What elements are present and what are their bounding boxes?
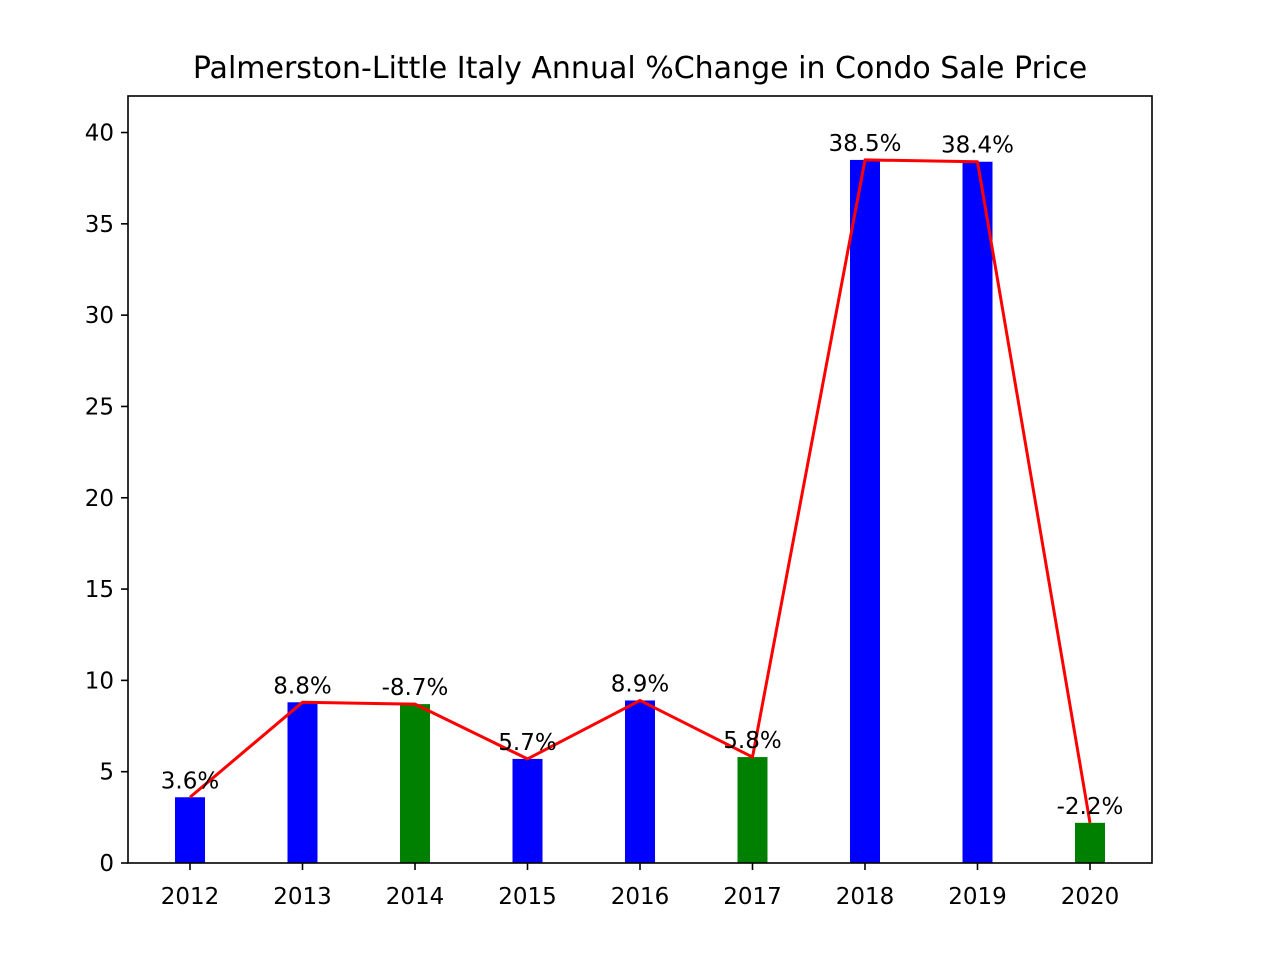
- y-tick-label-5: 5: [99, 760, 114, 786]
- y-tick-label-0: 0: [99, 851, 114, 877]
- bar-2019: [962, 161, 993, 863]
- y-tick-label-10: 10: [85, 668, 114, 694]
- y-tick-label-40: 40: [85, 121, 114, 147]
- x-tick-label-2017: 2017: [723, 884, 782, 910]
- bar-2016: [625, 700, 655, 863]
- bar-2015: [512, 758, 543, 863]
- data-label-2012: 3.6%: [161, 768, 219, 794]
- x-tick-label-2020: 2020: [1061, 884, 1120, 910]
- bars-group: [175, 159, 1105, 863]
- x-tick-label-2013: 2013: [273, 884, 332, 910]
- bar-2017: [737, 757, 768, 863]
- x-tick-label-2016: 2016: [611, 884, 670, 910]
- y-tick-label-15: 15: [85, 577, 114, 603]
- y-axis: 0 5 10 15 20 25 30 35 40: [85, 121, 128, 877]
- data-label-2016: 8.9%: [611, 671, 669, 697]
- y-tick-label-35: 35: [85, 212, 114, 238]
- x-tick-label-2012: 2012: [161, 884, 220, 910]
- bar-2018: [850, 159, 880, 863]
- x-tick-label-2014: 2014: [386, 884, 445, 910]
- data-label-2017: 5.8%: [723, 728, 781, 754]
- x-tick-label-2015: 2015: [498, 884, 557, 910]
- y-tick-label-20: 20: [85, 486, 114, 512]
- y-tick-label-30: 30: [85, 303, 114, 329]
- trend-line: [189, 158, 1092, 824]
- bar-2020: [1075, 822, 1105, 863]
- bar-2012: [175, 797, 205, 863]
- x-axis: 2012 2013 2014 2015 2016 2017 2018 2019 2020: [161, 863, 1120, 910]
- data-label-2018: 38.5%: [828, 131, 901, 157]
- bar-2014: [400, 704, 430, 863]
- y-tick-label-25: 25: [85, 394, 114, 420]
- trend-line-group: [189, 158, 1092, 824]
- data-label-2013: 8.8%: [273, 673, 331, 699]
- data-label-2020: -2.2%: [1057, 794, 1124, 820]
- data-label-2014: -8.7%: [382, 675, 449, 701]
- chart-title: Palmerston-Little Italy Annual %Change i…: [193, 51, 1087, 86]
- data-label-2015: 5.7%: [498, 730, 556, 756]
- bar-2013: [287, 702, 318, 863]
- x-tick-label-2019: 2019: [948, 884, 1007, 910]
- data-labels-group: 3.6% 8.8% -8.7% 5.7% 8.9% 5.8% 38.5% 38.4% -2.2%: [161, 131, 1124, 820]
- x-tick-label-2018: 2018: [836, 884, 895, 910]
- data-label-2019: 38.4%: [941, 133, 1014, 159]
